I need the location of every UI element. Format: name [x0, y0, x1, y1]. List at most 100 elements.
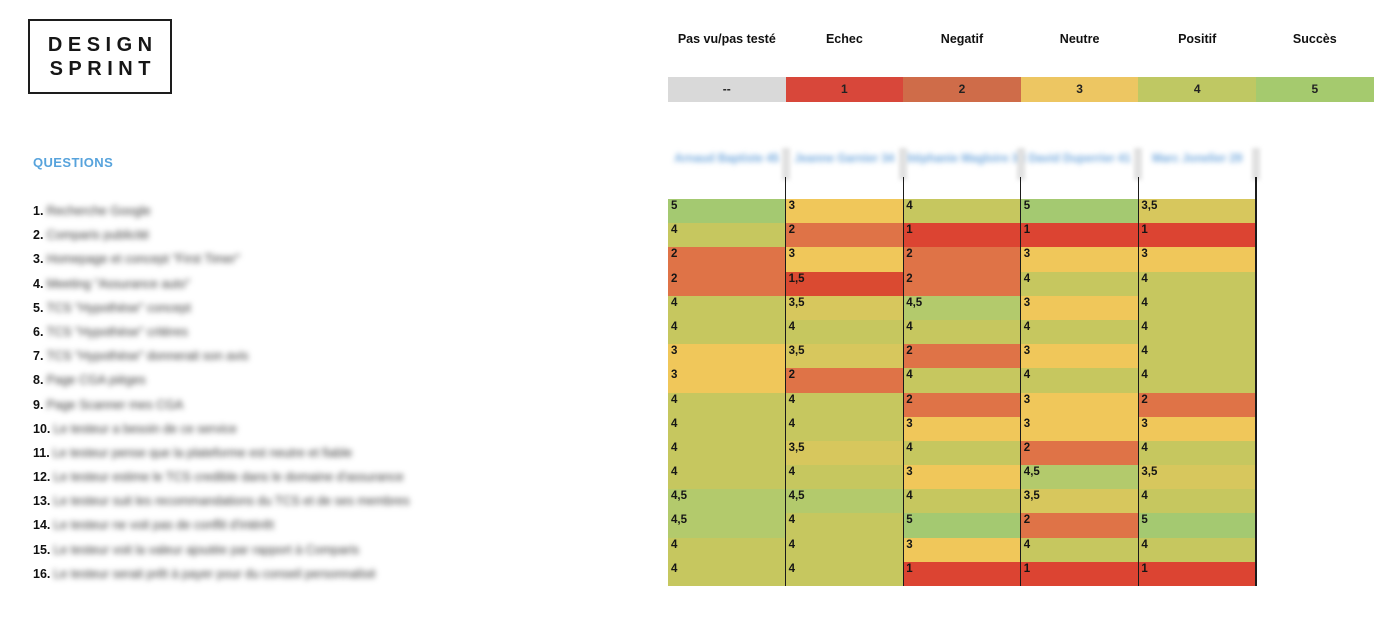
- score-cell: 2: [903, 271, 1021, 296]
- score-cell: 4: [668, 537, 786, 562]
- question-item: 1. Recherche Google: [33, 199, 151, 223]
- question-number: 4.: [33, 276, 44, 291]
- question-item: 12. Le testeur estime le TCS credible dan…: [33, 465, 404, 489]
- column-tick-smudge: [1134, 148, 1143, 180]
- participant-name: Arnaud Baptiste 45: [674, 153, 780, 165]
- question-item: 13. Le testeur suit les recommandations d…: [33, 489, 410, 513]
- question-number: 5.: [33, 300, 44, 315]
- question-text-redacted: Le testeur a besoin de ce service: [53, 421, 237, 436]
- score-cell: 2: [785, 223, 904, 248]
- score-cell: 4: [668, 223, 786, 248]
- question-text-redacted: Le testeur serait prêt à payer pour du c…: [53, 566, 376, 581]
- score-cell: 4: [668, 416, 786, 441]
- score-cell: 3,5: [785, 344, 904, 369]
- question-item: 10. Le testeur a besoin de ce service: [33, 417, 237, 441]
- legend-label: Negatif: [940, 32, 984, 46]
- question-item: 6. TCS "Hypothèse" critères: [33, 320, 188, 344]
- score-cell: 4: [785, 319, 904, 345]
- score-cell: 4: [1138, 537, 1256, 562]
- score-cell: 3,5: [1138, 199, 1256, 224]
- logo-line-1: DESIGN: [47, 33, 158, 56]
- question-item: 11. Le testeur pense que la plateforme es…: [33, 441, 352, 465]
- score-cell: 4: [1020, 368, 1139, 393]
- logo-line-2: SPRINT: [49, 57, 156, 80]
- score-cell: 3: [668, 344, 786, 369]
- score-cell: 1: [1020, 223, 1139, 248]
- score-cell: 4: [668, 392, 786, 417]
- score-cell: 4: [903, 368, 1021, 393]
- question-number: 8.: [33, 373, 44, 388]
- score-cell: 4: [903, 199, 1021, 224]
- score-cell: 4: [668, 295, 786, 320]
- score-cell: 4,5: [1020, 465, 1139, 490]
- legend-label: Neutre: [1059, 32, 1100, 46]
- column-tick: [1255, 177, 1257, 199]
- score-cell: 3: [1020, 344, 1139, 369]
- legend-swatch: 3: [1020, 77, 1139, 102]
- score-cell: 4: [1138, 271, 1256, 296]
- question-text-redacted: Le testeur pense que la plateforme est n…: [52, 445, 353, 460]
- score-cell: 2: [1138, 392, 1256, 417]
- column-separator: [902, 199, 904, 586]
- score-cell: 4: [1138, 489, 1256, 514]
- score-cell: 3: [903, 465, 1021, 490]
- question-number: 2.: [33, 228, 44, 243]
- legend-label: Succès: [1292, 32, 1337, 46]
- score-cell: 2: [668, 247, 786, 272]
- question-number: 6.: [33, 324, 44, 339]
- score-cell: 5: [1020, 199, 1139, 224]
- question-text-redacted: Homepage et concept "First Timer": [46, 252, 241, 267]
- column-separator: [784, 199, 787, 586]
- question-number: 15.: [33, 542, 51, 557]
- column-tick-smudge: [781, 148, 790, 180]
- score-cell: 1: [1138, 561, 1256, 586]
- question-text-redacted: Le testeur voit la valeur ajoutée par ra…: [53, 542, 360, 557]
- question-item: 4. Meeting "Assurance auto": [33, 272, 190, 296]
- score-cell: 3: [903, 537, 1021, 562]
- score-cell: 4,5: [668, 513, 786, 538]
- column-separator: [1137, 199, 1140, 586]
- question-number: 14.: [33, 518, 51, 533]
- score-cell: 3: [1138, 247, 1256, 272]
- question-text-redacted: Page Scanner mes CGA: [46, 397, 184, 412]
- column-tick: [902, 177, 904, 199]
- score-cell: 4,5: [668, 489, 786, 514]
- column-tick: [784, 177, 787, 199]
- score-cell: 2: [668, 271, 786, 296]
- score-cell: 3: [785, 247, 904, 272]
- score-cell: 1,5: [785, 271, 904, 296]
- score-cell: 2: [903, 392, 1021, 417]
- score-cell: 4: [903, 440, 1021, 466]
- score-cell: 3: [1020, 392, 1139, 417]
- legend-label: Echec: [825, 32, 863, 46]
- score-cell: 4: [1138, 440, 1256, 466]
- question-item: 15. Le testeur voit la valeur ajoutée par…: [33, 538, 359, 562]
- question-number: 7.: [33, 349, 44, 364]
- question-text-redacted: Recherche Google: [46, 204, 151, 218]
- question-number: 9.: [33, 397, 44, 412]
- score-cell: 3,5: [785, 440, 904, 466]
- score-cell: 3: [785, 199, 904, 224]
- design-sprint-logo: DESIGN SPRINT: [28, 19, 172, 94]
- question-item: 16. Le testeur serait prêt à payer pour d…: [33, 562, 376, 586]
- score-cell: 4: [785, 537, 904, 562]
- column-tick: [1020, 177, 1022, 199]
- question-text-redacted: Page CGA pièges: [46, 373, 146, 388]
- score-cell: 1: [903, 223, 1021, 248]
- score-cell: 4: [785, 416, 904, 441]
- score-cell: 3: [1020, 416, 1139, 441]
- legend-swatch: 1: [785, 77, 904, 102]
- score-cell: 4: [1138, 368, 1256, 393]
- score-cell: 4: [785, 561, 904, 586]
- score-cell: 5: [668, 199, 786, 224]
- question-text-redacted: Le testeur estime le TCS credible dans l…: [53, 470, 404, 485]
- column-tick: [1137, 177, 1140, 199]
- score-cell: 4: [903, 319, 1021, 345]
- question-number: 3.: [33, 252, 44, 267]
- score-cell: 4: [668, 561, 786, 586]
- score-cell: 3: [668, 368, 786, 393]
- score-cell: 3,5: [1020, 489, 1139, 514]
- column-tick-smudge: [1252, 148, 1260, 180]
- question-item: 2. Comparis publicité: [33, 223, 149, 247]
